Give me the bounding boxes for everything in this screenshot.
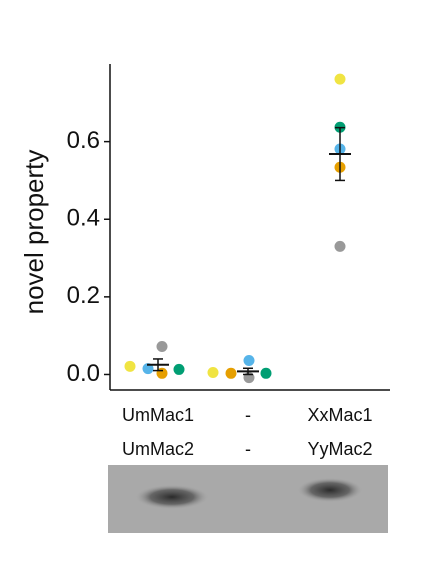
data-point <box>156 341 168 353</box>
data-point <box>142 363 154 375</box>
y-tick-label: 0.2 <box>67 282 100 309</box>
data-point <box>124 360 136 372</box>
data-point <box>260 367 272 379</box>
y-axis-label: novel property <box>19 150 49 315</box>
x-tick-label: UmMac2 <box>122 439 194 459</box>
x-tick-label: - <box>245 405 251 425</box>
x-tick-label: UmMac1 <box>122 405 194 425</box>
y-tick-label: 0.6 <box>67 127 100 154</box>
x-tick-label: YyMac2 <box>307 439 372 459</box>
data-point <box>334 73 346 85</box>
y-tick-label: 0.4 <box>67 205 100 232</box>
gel-image <box>108 465 388 533</box>
data-point <box>207 367 219 379</box>
x-tick-label: - <box>245 439 251 459</box>
x-tick-label: XxMac1 <box>307 405 372 425</box>
data-point <box>225 367 237 379</box>
data-point <box>243 355 255 367</box>
data-point <box>173 363 185 375</box>
data-point <box>334 240 346 252</box>
y-tick-label: 0.0 <box>67 360 100 387</box>
